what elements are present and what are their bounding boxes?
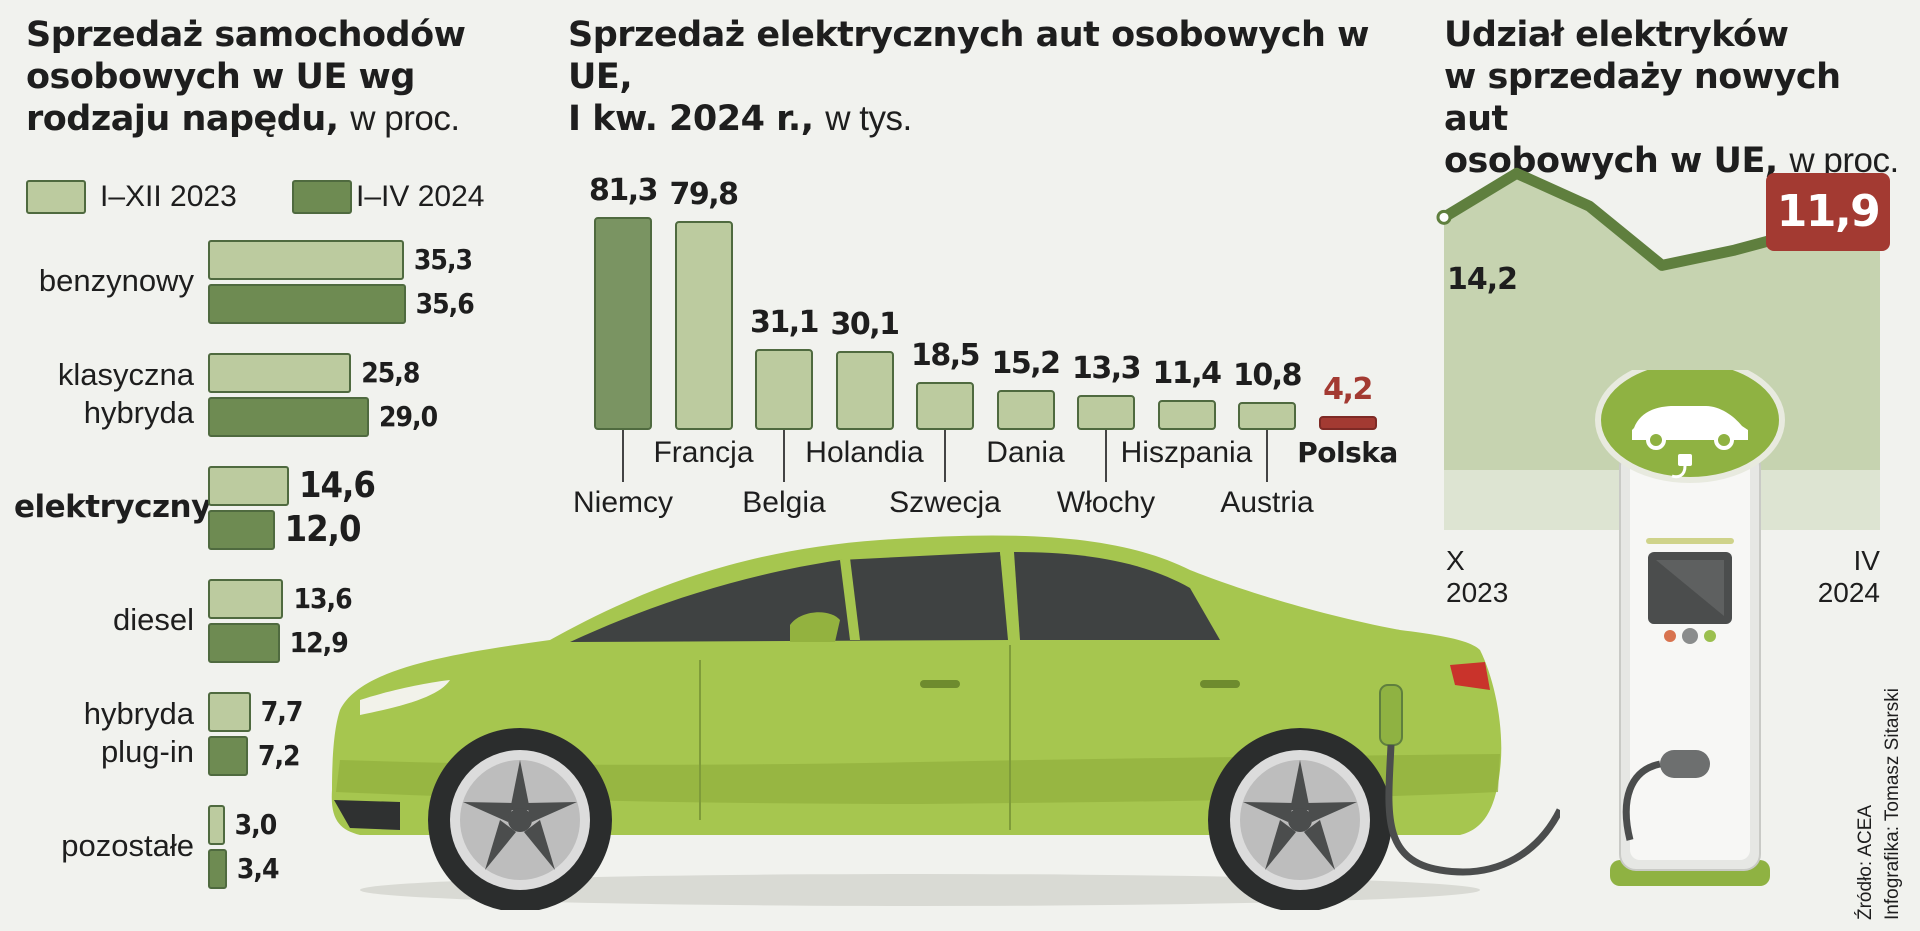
country-label-0: Niemcy (572, 486, 673, 519)
bar-value-1-0: 35,6 (415, 287, 475, 320)
category-label-5: pozostałe (61, 828, 194, 863)
car-illustration (331, 535, 1560, 910)
start-value-label: 14,2 (1447, 262, 1518, 297)
car-icon (1632, 406, 1748, 450)
country-bar-1 (674, 220, 733, 430)
rear-wheel (1208, 728, 1392, 910)
bar-0-2 (208, 466, 290, 506)
chart3-title: Udział elektryków w sprzedaży nowych aut… (1444, 15, 1899, 181)
bar-1-1 (208, 397, 369, 437)
country-label-6: Włochy (1056, 486, 1156, 519)
bar-value-1-1: 29,0 (378, 400, 438, 433)
bar-0-0 (208, 240, 404, 280)
bar-value-0-5: 3,0 (234, 808, 278, 841)
bar-1-5 (208, 849, 227, 889)
country-label-8: Austria (1220, 486, 1314, 519)
bar-value-0-3: 13,6 (293, 582, 352, 615)
bar-value-0-0: 35,3 (413, 243, 473, 276)
x-start-label: X 2023 (1446, 545, 1509, 608)
country-label-3: Holandia (805, 436, 924, 469)
country-value-8: 10,8 (1232, 357, 1303, 393)
country-label-5: Dania (986, 436, 1065, 469)
country-value-0: 81,3 (588, 172, 659, 208)
bar-value-1-2: 12,0 (284, 509, 362, 550)
category-label-4: hybryda plug-in (83, 696, 194, 769)
front-wheel (428, 728, 612, 910)
country-bar-2 (755, 348, 813, 430)
bar-value-0-2: 14,6 (299, 465, 376, 506)
bar-value-1-3: 12,9 (289, 626, 349, 659)
country-label-1: Francja (653, 436, 754, 469)
author-credit: Infografika: Tomasz Sitarski (1882, 688, 1903, 920)
country-tick-0 (622, 430, 624, 482)
bar-1-4 (208, 736, 248, 776)
chart1-title: Sprzedaż samochodów osobowych w UE wg ro… (26, 15, 466, 139)
charging-station (1595, 370, 1785, 886)
legend-label-2023: I–XII 2023 (100, 180, 237, 213)
country-label-2: Belgia (742, 486, 826, 519)
country-tick-6 (1105, 430, 1107, 482)
legend-swatch-2024 (292, 180, 352, 214)
category-label-2: elektryczny (14, 489, 211, 525)
bar-1-0 (208, 284, 406, 324)
bar-value-1-4: 7,2 (257, 739, 301, 772)
bar-0-4 (208, 692, 251, 732)
x-end-label: IV 2024 (1817, 545, 1880, 608)
bar-0-5 (208, 805, 225, 845)
country-tick-2 (783, 430, 785, 482)
country-bar-4 (916, 381, 974, 430)
country-value-4: 18,5 (910, 337, 981, 373)
country-label-9: Polska (1297, 436, 1398, 469)
country-value-6: 13,3 (1071, 351, 1142, 387)
country-bar-3 (835, 351, 894, 430)
country-tick-8 (1266, 430, 1268, 482)
country-label-4: Szwecja (889, 486, 1001, 519)
country-label-7: Hiszpania (1120, 436, 1253, 469)
plug-icon (1671, 454, 1692, 479)
legend-label-2024: I–IV 2024 (356, 180, 485, 213)
country-value-5: 15,2 (991, 346, 1061, 382)
country-value-1: 79,8 (669, 176, 739, 212)
country-value-2: 31,1 (749, 304, 820, 340)
chart2-title: Sprzedaż elektrycznych aut osobowych w U… (568, 15, 1369, 139)
end-value-badge: 11,9 (1766, 173, 1890, 251)
country-bar-6 (1077, 395, 1135, 430)
category-label-1: klasyczna hybryda (57, 357, 194, 430)
country-tick-4 (944, 430, 946, 482)
category-label-3: diesel (113, 602, 194, 637)
bar-value-1-5: 3,4 (236, 852, 280, 885)
bar-1-2 (208, 510, 275, 550)
country-bar-8 (1238, 401, 1296, 430)
country-value-9: 4,2 (1323, 372, 1373, 407)
country-bar-0 (594, 216, 652, 430)
country-value-7: 11,4 (1152, 356, 1222, 392)
source-credit: Źródło: ACEA (1855, 804, 1876, 920)
category-label-0: benzynowy (38, 263, 194, 298)
bar-1-3 (208, 623, 280, 663)
country-bar-7 (1157, 400, 1216, 430)
bar-0-1 (208, 353, 352, 393)
country-bar-5 (996, 390, 1055, 430)
bar-0-3 (208, 579, 284, 619)
bar-value-0-1: 25,8 (361, 356, 420, 389)
legend-swatch-2023 (26, 180, 86, 214)
country-bar-9 (1318, 416, 1377, 430)
bar-value-0-4: 7,7 (260, 695, 304, 728)
country-value-3: 30,1 (830, 307, 900, 343)
share-point-0 (1436, 209, 1452, 225)
